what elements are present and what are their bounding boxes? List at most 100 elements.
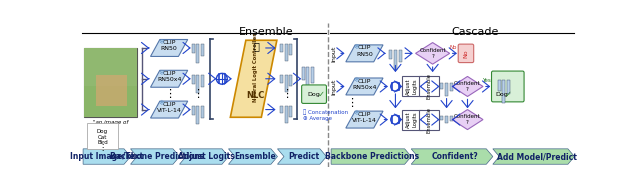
Text: Backbone Predictions: Backbone Predictions bbox=[110, 152, 204, 161]
Bar bbox=[445, 83, 448, 96]
Text: CLIP
ViT-L-14: CLIP ViT-L-14 bbox=[352, 112, 377, 123]
Polygon shape bbox=[150, 101, 188, 118]
Polygon shape bbox=[179, 149, 228, 164]
Text: Adjust
Logits: Adjust Logits bbox=[406, 111, 417, 128]
Text: ✓: ✓ bbox=[317, 90, 324, 99]
Bar bbox=[280, 44, 283, 52]
Bar bbox=[307, 67, 309, 92]
Text: ✓: ✓ bbox=[505, 90, 512, 99]
Text: Ensemble: Ensemble bbox=[426, 107, 431, 133]
Text: Confident
?: Confident ? bbox=[454, 81, 481, 92]
Text: ❄: ❄ bbox=[159, 39, 164, 45]
Text: Neural Logit Controller: Neural Logit Controller bbox=[253, 33, 258, 102]
Bar bbox=[196, 75, 199, 93]
Text: ⋮: ⋮ bbox=[99, 143, 107, 152]
Text: Backbone Predictions: Backbone Predictions bbox=[325, 152, 419, 161]
Text: CLIP
RN50: CLIP RN50 bbox=[356, 45, 372, 57]
Polygon shape bbox=[452, 77, 483, 96]
Text: Dog: Dog bbox=[495, 92, 508, 97]
Text: Ⓣ Concatenation: Ⓣ Concatenation bbox=[303, 109, 348, 115]
Bar bbox=[201, 75, 204, 87]
Bar bbox=[95, 75, 127, 106]
Bar bbox=[399, 49, 402, 62]
Text: Confident
?: Confident ? bbox=[454, 114, 481, 125]
FancyBboxPatch shape bbox=[402, 110, 422, 130]
Text: ⋮: ⋮ bbox=[346, 98, 357, 108]
Polygon shape bbox=[452, 110, 483, 130]
Bar bbox=[507, 80, 510, 94]
FancyBboxPatch shape bbox=[87, 123, 118, 149]
Bar bbox=[289, 75, 292, 86]
Bar bbox=[201, 106, 204, 118]
Text: Adjust
Logits: Adjust Logits bbox=[406, 78, 417, 95]
Text: 🔥: 🔥 bbox=[254, 41, 260, 52]
Text: ⊕ Average: ⊕ Average bbox=[303, 116, 332, 121]
Bar bbox=[280, 106, 283, 113]
FancyBboxPatch shape bbox=[419, 77, 439, 96]
Text: No: No bbox=[463, 49, 468, 58]
Text: ❄: ❄ bbox=[159, 100, 164, 106]
Polygon shape bbox=[415, 42, 450, 64]
Bar bbox=[191, 44, 195, 53]
Text: CLIP
RN50: CLIP RN50 bbox=[161, 40, 177, 51]
Bar bbox=[191, 106, 195, 115]
Text: CLIP
RN50x4: CLIP RN50x4 bbox=[352, 79, 377, 90]
Bar bbox=[289, 44, 292, 55]
FancyBboxPatch shape bbox=[301, 85, 326, 103]
Circle shape bbox=[216, 73, 227, 84]
Text: Dog: Dog bbox=[97, 129, 108, 134]
Bar bbox=[311, 67, 314, 83]
Bar bbox=[389, 49, 392, 59]
Text: No: No bbox=[449, 45, 456, 50]
Bar bbox=[285, 75, 288, 92]
Polygon shape bbox=[346, 111, 383, 128]
Text: Cat: Cat bbox=[98, 135, 107, 140]
Polygon shape bbox=[278, 149, 326, 164]
Text: CLIP
ViT-L-14: CLIP ViT-L-14 bbox=[157, 102, 182, 113]
Bar bbox=[84, 48, 136, 117]
Text: Yes: Yes bbox=[482, 78, 490, 83]
Text: Adjust Logits: Adjust Logits bbox=[178, 152, 235, 161]
Polygon shape bbox=[150, 39, 188, 56]
Text: Input: Input bbox=[332, 45, 337, 61]
Bar bbox=[201, 44, 204, 56]
Polygon shape bbox=[346, 78, 383, 95]
Bar bbox=[191, 75, 195, 84]
Bar bbox=[196, 106, 199, 124]
Text: ❄: ❄ bbox=[354, 44, 360, 50]
Bar bbox=[285, 44, 288, 61]
FancyBboxPatch shape bbox=[492, 71, 524, 102]
Bar bbox=[84, 48, 136, 86]
Bar bbox=[498, 80, 501, 91]
Polygon shape bbox=[493, 149, 575, 164]
Bar bbox=[285, 106, 288, 123]
Polygon shape bbox=[411, 149, 493, 164]
Text: NLC: NLC bbox=[246, 91, 264, 100]
Text: Dog: Dog bbox=[308, 92, 321, 97]
Polygon shape bbox=[131, 149, 179, 164]
Bar bbox=[196, 44, 199, 63]
Text: "an image of: "an image of bbox=[93, 120, 128, 125]
FancyBboxPatch shape bbox=[419, 110, 439, 130]
Text: Confident?: Confident? bbox=[431, 152, 478, 161]
Bar bbox=[440, 116, 444, 120]
Text: CLIP
RN50x4: CLIP RN50x4 bbox=[157, 71, 181, 82]
Text: Predict: Predict bbox=[289, 152, 320, 161]
Circle shape bbox=[391, 115, 400, 124]
Bar bbox=[440, 83, 444, 89]
Polygon shape bbox=[331, 149, 411, 164]
Text: Ensemble: Ensemble bbox=[239, 27, 293, 37]
Bar bbox=[301, 67, 305, 80]
Polygon shape bbox=[346, 45, 383, 62]
Text: Input: Input bbox=[332, 78, 337, 95]
FancyBboxPatch shape bbox=[458, 44, 474, 63]
Bar bbox=[445, 116, 448, 124]
Bar bbox=[84, 86, 136, 117]
Circle shape bbox=[391, 82, 400, 91]
Polygon shape bbox=[230, 40, 277, 117]
Bar bbox=[394, 49, 397, 70]
FancyBboxPatch shape bbox=[402, 77, 422, 96]
Text: ⋮: ⋮ bbox=[164, 89, 175, 99]
Bar bbox=[280, 75, 283, 83]
Bar bbox=[289, 106, 292, 117]
